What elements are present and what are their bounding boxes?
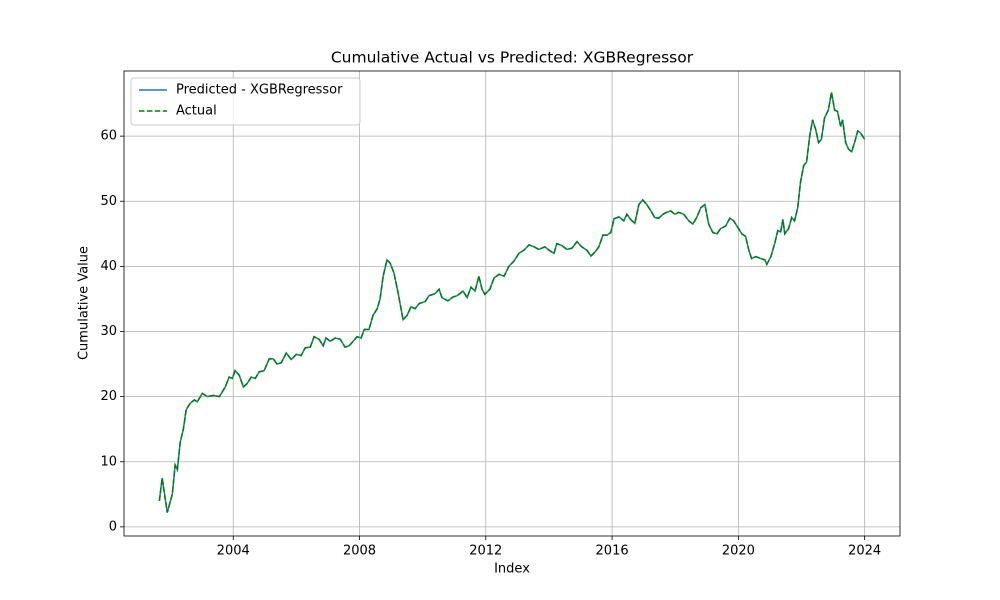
y-tick-label: 30: [100, 324, 117, 339]
x-tick-label: 2012: [469, 544, 502, 559]
y-tick-label: 10: [100, 454, 117, 469]
x-axis-label: Index: [494, 562, 530, 577]
x-tick-label: 2020: [722, 544, 755, 559]
x-tick-label: 2016: [596, 544, 629, 559]
y-tick-label: 0: [109, 519, 117, 534]
line-series: [158, 92, 866, 513]
y-tick-label: 60: [100, 129, 117, 144]
y-axis-label: Cumulative Value: [77, 246, 92, 360]
chart-title: Cumulative Actual vs Predicted: XGBRegre…: [331, 49, 694, 67]
y-tick-label: 50: [100, 194, 117, 209]
legend-label: Actual: [176, 104, 217, 119]
legend-label: Predicted - XGBRegressor: [176, 83, 343, 98]
y-tick-label: 40: [100, 259, 117, 274]
x-tick-label: 2024: [848, 544, 881, 559]
y-tick-label: 20: [100, 389, 117, 404]
x-tick-label: 2008: [343, 544, 376, 559]
axes-frame: [123, 70, 901, 537]
legend-box: [130, 77, 361, 126]
x-tick-label: 2004: [217, 544, 250, 559]
